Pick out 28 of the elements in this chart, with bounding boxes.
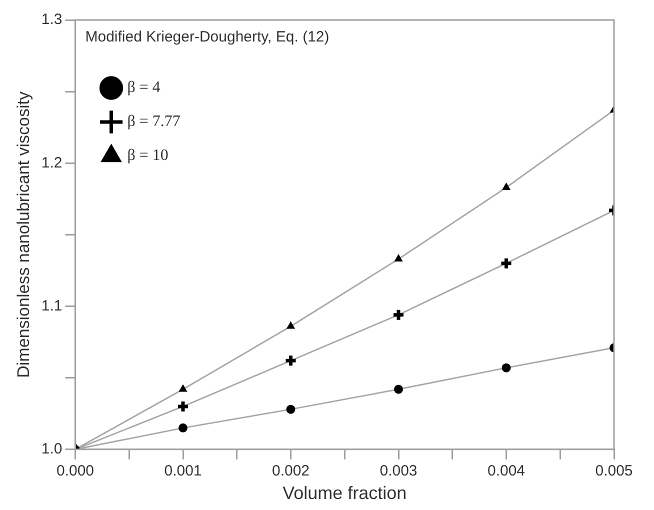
point bbox=[179, 384, 187, 392]
point bbox=[394, 254, 402, 262]
point bbox=[286, 322, 295, 329]
legend-title: Modified Krieger-Dougherty, Eq. (12) bbox=[85, 28, 330, 46]
point bbox=[176, 400, 190, 414]
y-tick-label: 1.0 bbox=[41, 440, 62, 458]
y-axis-title: Dimensionless nanolubricant viscosity bbox=[14, 91, 33, 378]
x-tick-label: 0.001 bbox=[164, 462, 202, 480]
point bbox=[392, 308, 406, 322]
x-axis-title: Volume fraction bbox=[282, 483, 407, 504]
y-tick-label: 1.2 bbox=[41, 154, 62, 172]
x-tick-label: 0.005 bbox=[595, 462, 633, 480]
point bbox=[502, 182, 510, 190]
legend-label: β = 10 bbox=[127, 147, 168, 164]
x-tick-label: 0.000 bbox=[56, 462, 94, 480]
x-tick-label: 0.003 bbox=[380, 462, 418, 480]
y-tick-label: 1.3 bbox=[41, 11, 62, 28]
y-tick-label: 1.1 bbox=[41, 297, 62, 314]
point bbox=[394, 384, 403, 394]
x-tick-label: 0.004 bbox=[487, 462, 526, 480]
point bbox=[178, 423, 188, 432]
point bbox=[502, 363, 511, 372]
legend-label: β = 7.77 bbox=[127, 113, 180, 130]
point bbox=[500, 256, 513, 270]
point bbox=[286, 404, 296, 414]
point bbox=[284, 354, 298, 368]
legend-label: β = 4 bbox=[127, 79, 160, 96]
x-tick-label: 0.002 bbox=[272, 462, 310, 480]
